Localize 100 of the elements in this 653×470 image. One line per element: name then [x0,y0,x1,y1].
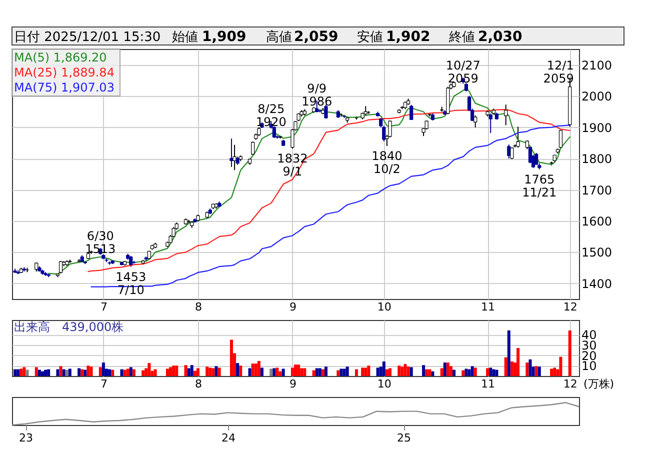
bar [470,366,474,376]
bar [154,369,157,376]
bar [65,370,68,376]
bar [236,363,240,376]
y-tick-label: 1700 [582,183,612,198]
bar [208,368,212,376]
bar [568,330,572,376]
bar [449,366,452,376]
bar [425,369,428,376]
bar [440,368,444,376]
bar [59,366,62,376]
bar [184,365,188,376]
bar [495,370,498,376]
bar [507,330,510,376]
x-tick-label: 11 [481,300,496,314]
bar [80,369,84,376]
text: 1,909 [202,29,246,45]
bar [553,368,556,376]
bar [385,369,388,376]
bar [120,369,124,376]
bar [260,368,264,376]
bar [276,368,279,376]
bar [388,368,392,376]
annotation: 1453 7/10 [116,270,146,297]
y-axis-title: (万株) [584,378,614,390]
text: 始値 [172,30,198,45]
y-tick-label: 2100 [582,58,612,72]
annotation: 9/9 1986 [302,82,332,108]
bar [428,369,432,376]
bar [26,370,29,376]
bar [364,368,368,376]
bar [123,370,126,376]
y-tick-label: 1900 [582,120,612,135]
bar [34,367,38,376]
bar [206,366,209,376]
text: MA(5) 1,869.20 [14,50,107,64]
bar [446,362,450,376]
x-tick-label: 11 [481,378,496,390]
bar [257,360,260,376]
bar [318,368,322,376]
bar [102,362,105,376]
candlestick [410,104,414,120]
bar [559,356,562,376]
bar [272,368,276,376]
candlestick [474,114,478,128]
bar [468,369,471,376]
bar [16,369,20,376]
bar [303,368,306,376]
bar [68,368,72,376]
bar [510,361,514,376]
bar [132,369,136,376]
bar [187,368,190,376]
bar [111,370,114,376]
bar [56,369,60,376]
x-tick-label: 12 [563,378,578,390]
bar [142,370,145,376]
bar [196,368,200,376]
x-tick-label: 7 [100,300,108,314]
bar [312,370,316,376]
bar [78,368,81,376]
bar [239,366,242,376]
x-tick-label: 8 [194,378,202,390]
candlestick [34,262,38,272]
y-tick-label: 1600 [582,214,612,228]
bar [342,368,346,376]
bar [166,368,169,376]
bar [492,369,496,376]
annotation: 12/1 2059 [543,58,574,86]
bar [62,369,66,376]
bar [98,367,102,376]
x-tick-label: 7 [100,378,108,390]
y-tick-label: 1400 [582,276,612,291]
bar [400,366,404,376]
bar [148,363,151,376]
x-tick-label: 10 [377,378,392,390]
x-tick-label: 25 [397,432,411,444]
bar [172,366,176,376]
bar [254,364,258,376]
bar [218,368,221,376]
bar [300,368,304,376]
bar [129,367,132,376]
bar [175,366,178,376]
bar [336,370,340,376]
chart-title: 日付 2025/12/01 15:30 [14,30,161,45]
bar [464,368,468,376]
x-tick-label: 10 [377,300,392,314]
bar [321,369,324,376]
bar [340,368,343,376]
annotation: 1765 11/21 [522,172,557,200]
bar [376,368,380,376]
y-tick-label: 10 [582,359,597,374]
annotation: 1840 10/2 [372,149,402,176]
text: 2,059 [294,29,338,45]
bar [290,368,294,376]
bar [20,368,23,376]
bar [406,366,410,376]
candlestick [488,113,492,134]
bar [108,369,112,376]
candlestick [232,144,236,171]
bar [382,361,386,376]
